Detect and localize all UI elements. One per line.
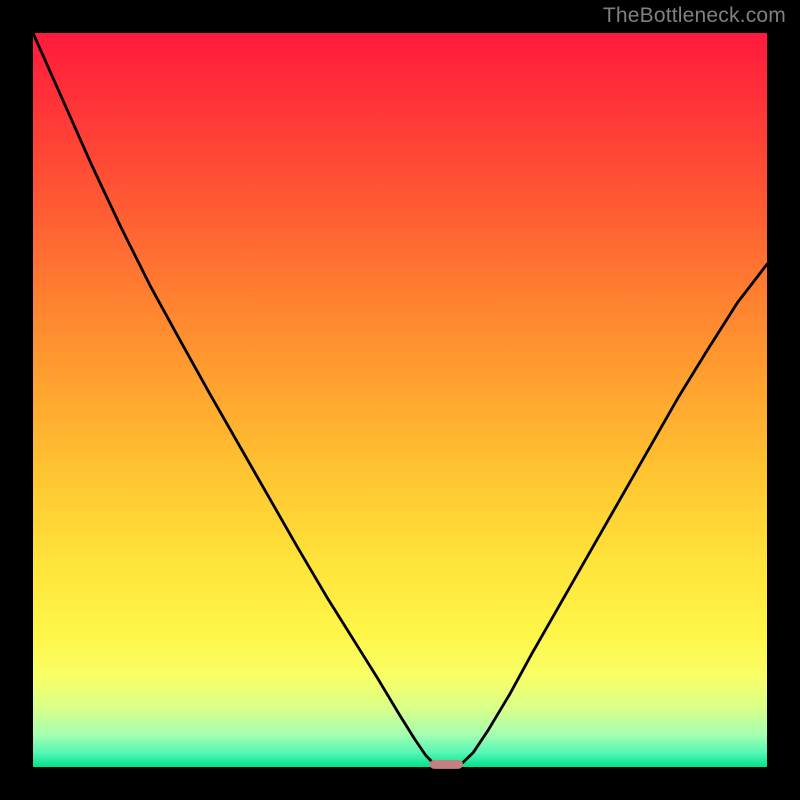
optimal-marker [429, 760, 463, 769]
chart-container: TheBottleneck.com [0, 0, 800, 800]
plot-background [33, 33, 767, 767]
attribution-text: TheBottleneck.com [603, 4, 786, 28]
bottleneck-chart [0, 0, 800, 800]
